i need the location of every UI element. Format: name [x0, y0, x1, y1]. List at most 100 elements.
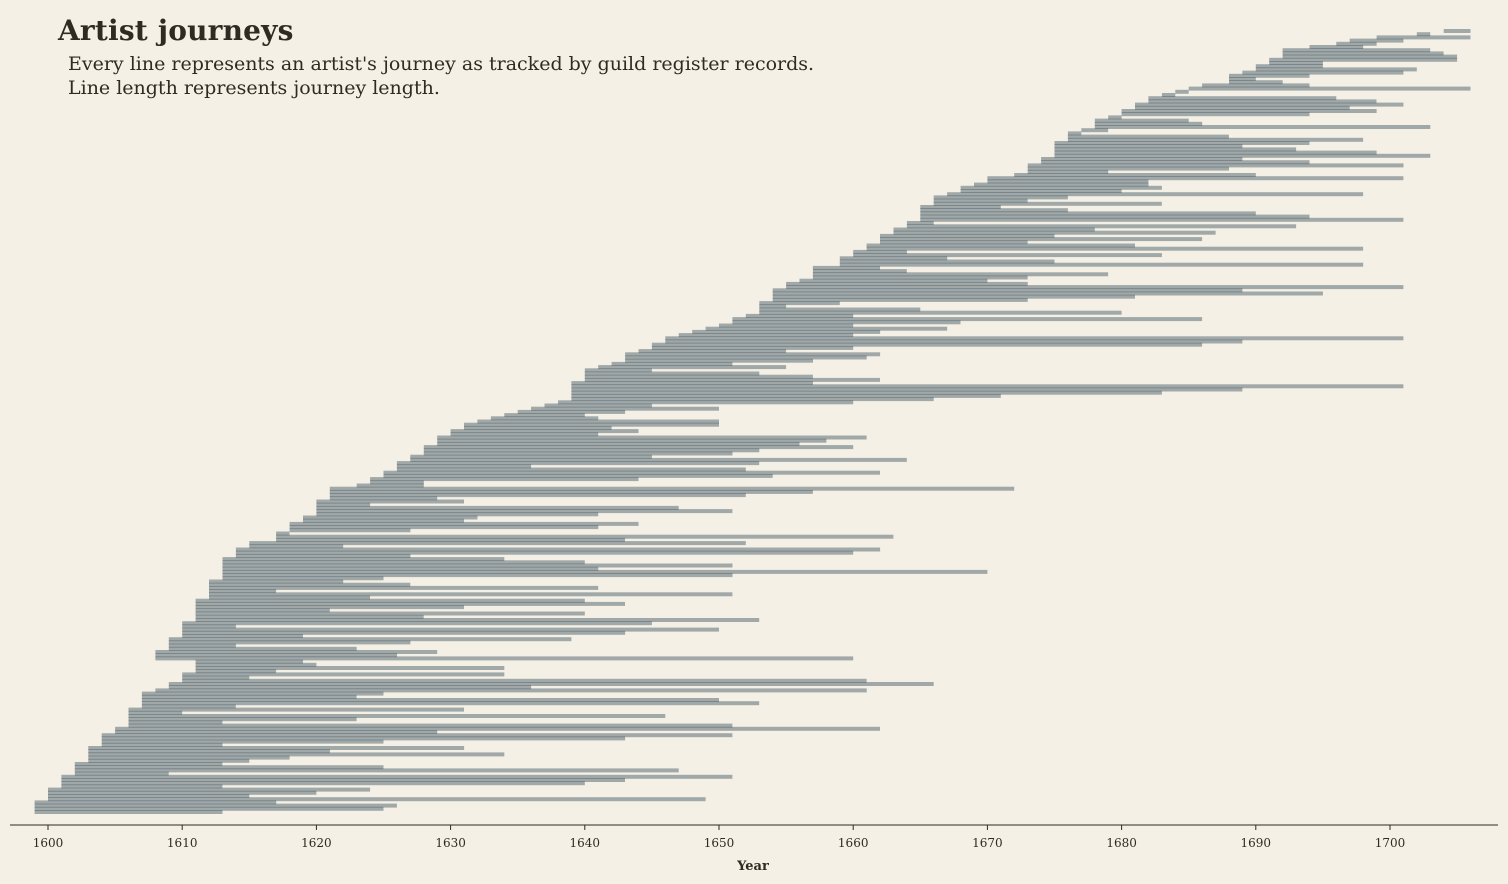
journey-bar: [880, 240, 1028, 245]
journey-bar: [48, 797, 706, 802]
journey-bar: [101, 736, 626, 741]
journey-bar: [383, 473, 773, 478]
journey-bar: [437, 438, 827, 443]
journey-bar: [1443, 29, 1471, 33]
journey-bar: [195, 605, 464, 610]
journey-bar: [906, 224, 1297, 229]
journey-bar: [1094, 121, 1203, 126]
journey-bar: [1054, 147, 1297, 152]
journey-bar: [772, 288, 1243, 293]
journey-bar: [316, 505, 679, 510]
journey-bar: [1229, 80, 1283, 85]
journey-bar: [370, 477, 639, 482]
journey-bar: [772, 291, 1323, 296]
journey-bar: [222, 573, 733, 578]
journey-bar: [1027, 163, 1404, 168]
journey-bar: [423, 451, 733, 456]
journey-bar: [128, 723, 733, 728]
journey-bar: [678, 333, 854, 338]
journey-bar: [1202, 83, 1310, 88]
x-tick-label: 1700: [1375, 836, 1406, 850]
journey-bar: [115, 726, 881, 731]
journey-bar: [987, 176, 1404, 181]
journey-bar: [182, 627, 719, 632]
journey-bar: [1027, 169, 1109, 174]
journey-bar: [396, 467, 746, 472]
journey-bar: [235, 550, 854, 555]
journey-bar: [1094, 118, 1189, 123]
journey-bar: [74, 762, 223, 766]
journey-bar: [209, 592, 733, 597]
journey-bar: [651, 342, 1203, 347]
journey-bar: [1067, 137, 1364, 142]
journey-bar: [289, 521, 639, 526]
journey-bar: [88, 749, 330, 754]
journey-bar: [839, 256, 948, 261]
journey-bar: [1229, 73, 1310, 78]
journey-bar: [1108, 115, 1122, 120]
journey-bars: [34, 29, 1471, 814]
journey-bar: [517, 409, 626, 414]
x-tick-label: 1620: [301, 836, 332, 850]
journey-bar: [450, 429, 639, 434]
journey-bar: [839, 259, 1055, 264]
chart-title: Artist journeys: [58, 14, 294, 47]
journey-bar: [168, 643, 236, 648]
journey-bar: [839, 262, 1364, 267]
journey-bar: [48, 787, 371, 792]
journey-bar: [571, 387, 1243, 392]
journey-bar: [772, 294, 1135, 299]
journey-bar: [1416, 32, 1431, 37]
journey-bar: [303, 518, 464, 523]
journey-bar: [48, 794, 250, 798]
journey-bar: [853, 253, 1162, 258]
journey-bar: [933, 195, 1068, 200]
journey-bar: [195, 614, 424, 619]
journey-bar: [182, 634, 303, 638]
journey-bar: [155, 656, 854, 661]
journey-bar: [396, 461, 760, 466]
journey-bar: [1309, 45, 1364, 49]
journey-bar: [1148, 96, 1337, 101]
journey-bar: [812, 272, 1109, 277]
journey-bar: [960, 189, 1122, 193]
journey-bar: [920, 217, 1404, 222]
journey-bar: [786, 281, 1028, 286]
journey-bar: [893, 227, 1095, 232]
x-axis-label: Year: [736, 859, 769, 874]
journey-bar: [531, 406, 719, 411]
journey-bar: [638, 349, 787, 354]
journey-bar: [222, 566, 599, 571]
journey-bar: [289, 528, 411, 533]
x-tick-label: 1640: [570, 836, 601, 850]
journey-bar: [1041, 157, 1243, 161]
journey-bar: [195, 659, 303, 664]
journey-bar: [195, 669, 277, 674]
journey-bar: [182, 678, 867, 683]
journey-bar: [423, 445, 854, 450]
journey-bar: [933, 198, 1028, 203]
journey-bar: [34, 810, 223, 814]
journey-bar: [235, 553, 411, 558]
journey-bar: [571, 397, 934, 402]
journey-bar: [1067, 134, 1229, 139]
journey-bar: [786, 285, 1404, 290]
journey-bar: [920, 205, 1001, 209]
x-tick-label: 1650: [704, 836, 735, 850]
journey-bar: [141, 704, 236, 709]
x-tick-label: 1630: [435, 836, 466, 850]
x-axis-ticks: 1600 1610 1620 1630 1640 1650 1660 1670 1680 1690…: [33, 825, 1406, 850]
journey-bar: [1349, 38, 1404, 43]
x-tick-label: 1660: [838, 836, 869, 850]
x-tick-label: 1670: [972, 836, 1003, 850]
journey-bar: [222, 560, 585, 565]
journey-bar: [732, 320, 961, 325]
journey-bar: [933, 201, 1162, 206]
journey-bar: [920, 214, 1310, 219]
journey-bar: [853, 249, 907, 254]
journey-bar: [1188, 86, 1471, 91]
journey-bar: [799, 278, 988, 283]
journey-bar: [329, 493, 746, 498]
journey-bar: [812, 265, 880, 270]
journey-bar: [1054, 153, 1431, 158]
